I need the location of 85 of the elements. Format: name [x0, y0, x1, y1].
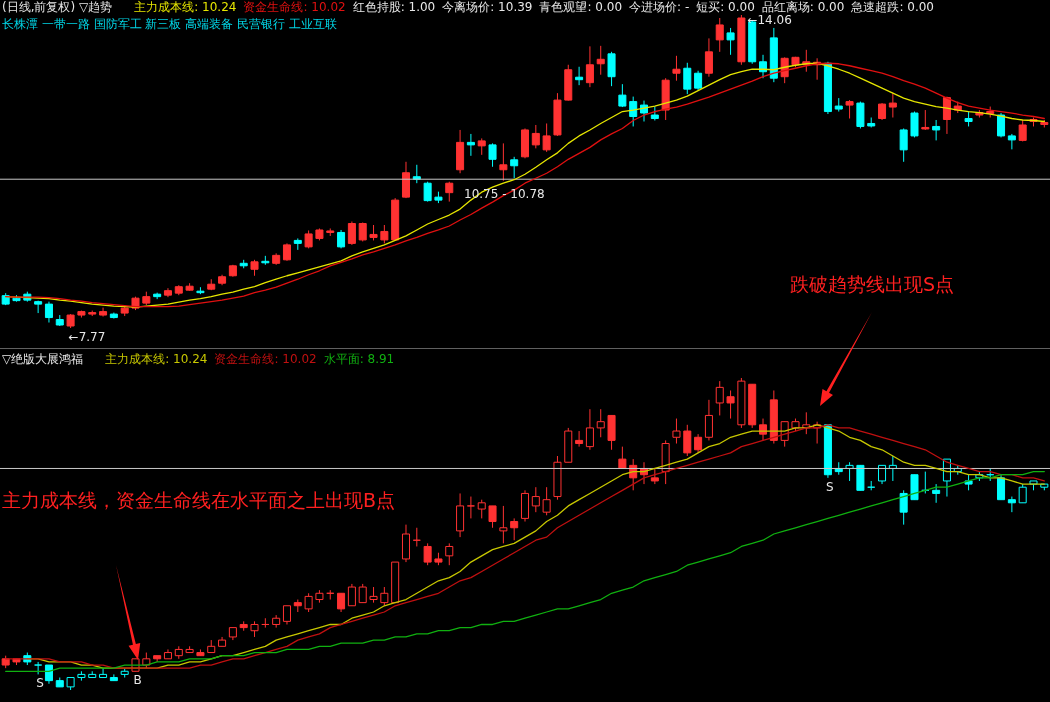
candlestick — [499, 142, 508, 182]
candlestick — [1007, 133, 1016, 150]
candlestick — [99, 667, 108, 679]
candlestick — [997, 112, 1006, 138]
text: 短买: 0.00 — [696, 0, 755, 14]
candlestick — [845, 99, 854, 119]
text: 主力成本线: 10.24 — [105, 352, 208, 366]
candlestick — [888, 92, 897, 119]
candlestick — [932, 119, 941, 141]
text: 水平面: 8.91 — [323, 352, 395, 366]
candlestick — [423, 181, 432, 203]
candlestick — [477, 499, 486, 519]
candlestick — [726, 27, 735, 56]
text: 品红离场: 0.00 — [761, 0, 845, 14]
candlestick — [488, 142, 497, 168]
candlestick — [694, 433, 703, 454]
annotation: S — [825, 479, 834, 494]
candlestick — [499, 505, 508, 544]
annotation: 跌破趋势线出现S点 — [790, 272, 955, 297]
candlestick — [282, 605, 291, 625]
candlestick — [488, 505, 497, 529]
candlestick — [531, 124, 540, 149]
text: 资金生命线: 10.02 — [214, 352, 317, 366]
candlestick — [347, 583, 356, 607]
candlestick — [921, 109, 930, 131]
annotation: B — [133, 673, 142, 688]
text: 红色持股: 1.00 — [352, 0, 436, 14]
candlestick — [899, 489, 908, 526]
candlestick — [380, 224, 389, 244]
text: ←7.77 — [68, 330, 106, 344]
candlestick — [358, 583, 367, 604]
candlestick — [34, 661, 43, 675]
candlestick — [596, 408, 605, 438]
candlestick — [510, 517, 519, 541]
text: 急速超跌: 0.00 — [851, 0, 934, 14]
candlestick — [704, 37, 713, 78]
candlestick — [44, 301, 53, 324]
candlestick — [347, 221, 356, 246]
annotation: ←14.06 — [747, 13, 792, 27]
candlestick — [997, 474, 1006, 501]
chart-subtitle: 长株潭 一带一路 国防军工 新三板 高端装备 民营银行 工业互联 — [2, 16, 337, 33]
candlestick — [715, 17, 724, 53]
candlestick — [109, 673, 118, 682]
candlestick — [531, 486, 540, 513]
candlestick — [672, 55, 681, 82]
candlestick — [1007, 496, 1016, 513]
candlestick — [542, 122, 551, 153]
candlestick — [380, 586, 389, 607]
candlestick — [542, 486, 551, 516]
candlestick — [337, 592, 346, 613]
text: 资金生命线: 10.02 — [243, 0, 346, 14]
candlestick — [304, 592, 313, 613]
candlestick — [575, 430, 584, 448]
candlestick — [466, 496, 475, 519]
candlestick — [34, 300, 43, 314]
candlestick — [585, 408, 594, 451]
text: 今进场价: - — [629, 0, 690, 14]
candlestick — [932, 483, 941, 504]
candlestick — [856, 101, 865, 129]
candlestick — [44, 664, 53, 685]
annotation: S — [36, 676, 44, 691]
candlestick — [423, 542, 432, 566]
candlestick — [672, 418, 681, 445]
candlestick — [726, 389, 735, 420]
candlestick — [704, 399, 713, 441]
chart-title: ▽绝版大展鸿福 — [2, 352, 84, 366]
candlestick — [715, 380, 724, 416]
candlestick — [694, 70, 703, 91]
text: 今离场价: 10.39 — [442, 0, 533, 14]
candlestick — [1018, 483, 1027, 504]
candlestick — [510, 156, 519, 179]
candlestick — [596, 45, 605, 76]
candlestick — [607, 51, 616, 87]
candlestick — [683, 424, 692, 457]
candlestick — [683, 62, 692, 95]
annotation: 主力成本线，资金生命线在水平面之上出现B点 — [2, 488, 396, 513]
candlestick — [445, 181, 454, 203]
candlestick — [466, 133, 475, 157]
candlestick — [899, 127, 908, 163]
candlestick — [445, 542, 454, 566]
candlestick — [585, 45, 594, 88]
text: 青色观望: 0.00 — [539, 0, 623, 14]
candlestick — [629, 96, 638, 127]
chart-title: (日线,前复权) ▽趋势 — [2, 0, 113, 14]
text: 主力成本线: 10.24 — [134, 0, 237, 14]
